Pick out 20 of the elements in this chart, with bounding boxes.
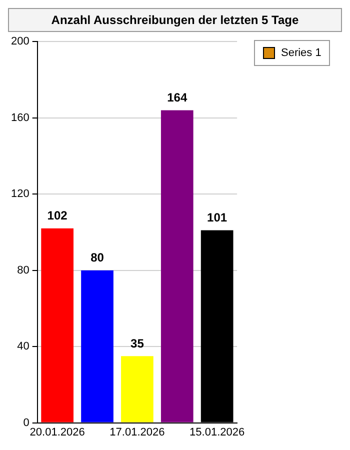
y-tick-label: 80 <box>17 264 30 276</box>
data-label: 102 <box>47 208 68 223</box>
data-label: 35 <box>130 336 144 350</box>
y-tick-label: 40 <box>17 340 30 353</box>
data-label: 101 <box>207 210 228 225</box>
text: Series 1 <box>281 47 322 59</box>
bar <box>41 228 74 422</box>
y-tick-label: 200 <box>10 36 30 48</box>
x-tick-label: 15.01.2026 <box>190 426 245 438</box>
bar <box>160 110 194 422</box>
x-tick-label: 20.01.2026 <box>30 426 85 438</box>
data-label: 80 <box>90 250 104 265</box>
bar <box>121 356 154 422</box>
bar <box>81 270 114 422</box>
y-tick-label: 160 <box>10 112 30 124</box>
y-tick-label: 120 <box>10 188 30 200</box>
data-label: 164 <box>167 90 188 105</box>
y-tick-label: 0 <box>23 416 30 429</box>
x-tick-label: 17.01.2026 <box>110 426 165 438</box>
chart-title: Anzahl Ausschreibungen der letzten 5 Tage <box>8 8 342 32</box>
